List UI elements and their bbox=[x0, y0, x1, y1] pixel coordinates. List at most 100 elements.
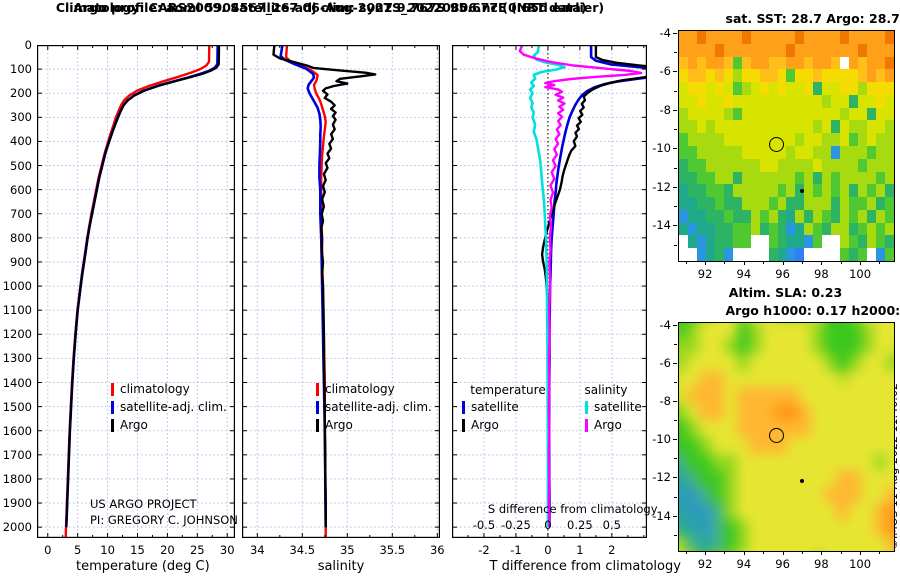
sla-map-xtick bbox=[879, 551, 881, 554]
temperature-profile-series-climatology bbox=[64, 45, 211, 538]
sla-map-ytick-label: -4 bbox=[659, 317, 671, 332]
legend-marker-salinity-Argo bbox=[585, 419, 588, 432]
sla-map-xtick bbox=[782, 551, 784, 555]
sla-map-xtick bbox=[840, 551, 842, 554]
sst-map-xtick bbox=[821, 261, 823, 265]
annotation: PI: GREGORY C. JOHNSON bbox=[90, 513, 238, 527]
depth-tick-label: 0 bbox=[24, 38, 32, 52]
temperature-profile-xtick-label: 15 bbox=[130, 543, 145, 557]
sla-map-xtick-label: 94 bbox=[736, 557, 752, 571]
legend-header-temperature: temperature bbox=[470, 383, 546, 397]
salinity-profile-xtick-label: 35 bbox=[339, 543, 355, 557]
depth-tick-label: 300 bbox=[10, 110, 32, 125]
sla-map-ytick-label: -12 bbox=[652, 470, 671, 485]
temperature-profile-xtick-label: 0 bbox=[44, 543, 52, 557]
sst-map-xtick bbox=[685, 261, 687, 264]
sla-map-ytick bbox=[674, 534, 677, 536]
sst-map-ytick-label: -8 bbox=[659, 102, 671, 117]
legend-marker-satellite-adj--clim- bbox=[316, 401, 319, 414]
legend-marker-salinity-satellite bbox=[585, 401, 588, 414]
sla-map-title: Argo h1000: 0.17 h2000: 0.16 bbox=[725, 303, 900, 318]
difference-profile-xtick-label: 2 bbox=[608, 543, 616, 557]
sla-map-ytick bbox=[674, 343, 677, 345]
legend-marker-climatology bbox=[111, 383, 114, 396]
sst-map-ytick bbox=[673, 109, 677, 111]
sst-map-xtick-label: 92 bbox=[697, 267, 713, 281]
sla-map-xtick-label: 92 bbox=[697, 557, 713, 571]
depth-tick-label: 1300 bbox=[2, 351, 32, 366]
difference-profile-xtick-label: 1 bbox=[576, 543, 584, 557]
depth-tick-label: 400 bbox=[10, 134, 32, 149]
sdiff-tick-label: 0.5 bbox=[602, 518, 621, 532]
sdiff-tick-label: 0 bbox=[544, 518, 552, 532]
temperature-profile-plot bbox=[37, 45, 236, 538]
legend-label-climatology: climatology bbox=[325, 382, 395, 396]
sst-map-float-marker bbox=[769, 136, 785, 152]
legend-label-temperature-Argo: Argo bbox=[471, 418, 499, 432]
sst-map-ytick-label: -14 bbox=[652, 218, 671, 233]
legend-marker-temperature-satellite bbox=[462, 401, 465, 414]
sla-map-xtick-label: 98 bbox=[814, 557, 829, 571]
legend-marker-Argo bbox=[316, 419, 319, 432]
sla-map-xtick bbox=[705, 551, 707, 555]
depth-tick-label: 1400 bbox=[2, 375, 32, 390]
sla-map-ytick bbox=[674, 458, 677, 460]
sdiff-tick-label: 0.25 bbox=[567, 518, 593, 532]
sst-map-ytick bbox=[673, 71, 677, 73]
sst-map-xtick bbox=[705, 261, 707, 265]
difference-profile-series-satellite-S bbox=[528, 45, 566, 528]
sla-map-ytick bbox=[673, 363, 677, 365]
figure-title-line1: Argo profile: aoml 5904567_267 06-Aug-20… bbox=[73, 0, 587, 15]
sla-map-ytick bbox=[674, 496, 677, 498]
sla-map-ytick-label: -10 bbox=[652, 432, 671, 447]
difference-profile-xtick-label: -1 bbox=[510, 543, 522, 557]
sst-map-ytick-label: -12 bbox=[652, 179, 671, 194]
depth-tick-label: 500 bbox=[10, 158, 32, 173]
sst-map-dot-marker bbox=[799, 188, 804, 193]
legend-marker-climatology bbox=[316, 383, 319, 396]
sla-map-title: Altim. SLA: 0.23 bbox=[728, 285, 843, 300]
sla-map-ytick bbox=[673, 515, 677, 517]
sst-map bbox=[678, 30, 895, 262]
sst-map-field bbox=[679, 31, 894, 261]
depth-tick-label: 2000 bbox=[2, 520, 32, 535]
sst-map-ytick bbox=[673, 148, 677, 150]
difference-profile-xlabel: T difference from climatology bbox=[489, 559, 681, 574]
sdiff-tick-label: -0.25 bbox=[501, 518, 531, 532]
sla-map-ytick bbox=[673, 477, 677, 479]
sst-map-xtick-label: 94 bbox=[736, 267, 752, 281]
sla-map bbox=[678, 322, 895, 552]
sst-map-grid bbox=[679, 31, 894, 261]
legend-label-satellite-adj--clim-: satellite-adj. clim. bbox=[325, 400, 432, 414]
sst-map-xtick bbox=[801, 261, 803, 264]
sst-map-ytick-label: -6 bbox=[659, 64, 671, 79]
salinity-profile-xtick-label: 34 bbox=[249, 543, 265, 557]
sst-map-title: sat. SST: 28.7 Argo: 28.7 bbox=[725, 11, 900, 26]
sst-map-ytick bbox=[673, 225, 677, 227]
temperature-profile-xtick-label: 30 bbox=[219, 543, 235, 557]
sla-map-grid bbox=[679, 323, 894, 551]
depth-tick-label: 1900 bbox=[2, 496, 32, 511]
salinity-profile-xtick-label: 36 bbox=[429, 543, 445, 557]
salinity-profile-xtick-label: 35.5 bbox=[379, 543, 406, 557]
sst-map-ytick bbox=[674, 244, 677, 246]
difference-profile-xtick-label: 0 bbox=[544, 543, 552, 557]
legend-label-salinity-Argo: Argo bbox=[594, 418, 622, 432]
sla-map-xtick-label: 96 bbox=[775, 557, 790, 571]
depth-tick-label: 100 bbox=[10, 62, 32, 77]
sla-map-ytick bbox=[674, 420, 677, 422]
sla-map-field bbox=[679, 323, 894, 551]
sdiff-tick-label: -0.5 bbox=[472, 518, 496, 532]
sla-map-xtick-label: 100 bbox=[849, 557, 872, 571]
depth-tick-label: 1800 bbox=[2, 471, 32, 486]
legend-marker-temperature-Argo bbox=[462, 419, 465, 432]
depth-tick-label: 600 bbox=[10, 182, 32, 197]
depth-tick-label: 1500 bbox=[2, 399, 32, 414]
legend-label-salinity-satellite: satellite bbox=[594, 400, 642, 414]
depth-tick-label: 1000 bbox=[2, 279, 32, 294]
temperature-profile-xtick-label: 20 bbox=[160, 543, 175, 557]
legend-label-satellite-adj--clim-: satellite-adj. clim. bbox=[120, 400, 227, 414]
sla-map-xtick bbox=[743, 551, 745, 555]
sst-map-ytick bbox=[674, 129, 677, 131]
temperature-profile-xtick-label: 5 bbox=[74, 543, 82, 557]
